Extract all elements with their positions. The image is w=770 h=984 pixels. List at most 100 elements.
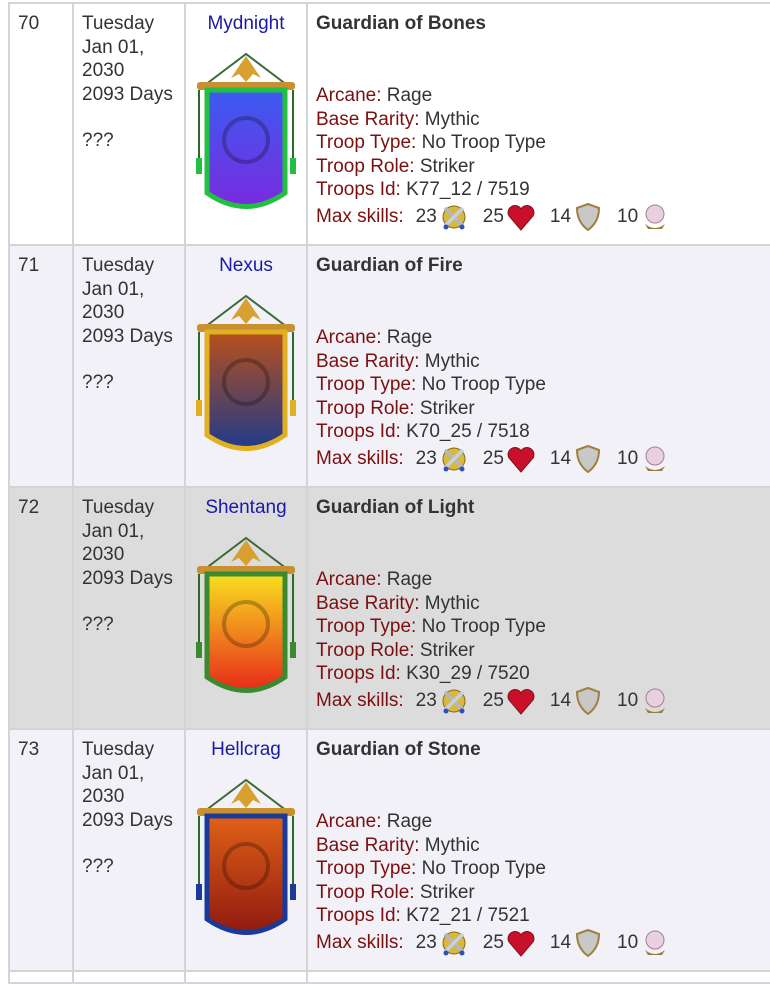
armor-shield-icon (573, 686, 603, 716)
date: Jan 01, (82, 762, 145, 784)
days-until: 2093 Days (82, 809, 173, 831)
kingdom-link[interactable]: Shentang (205, 497, 287, 518)
troop-name[interactable]: Guardian of Fire (316, 255, 463, 276)
max-skills: Max skills: 23 25 14 10 (316, 202, 768, 232)
base-rarity-label: Base Rarity: (316, 108, 420, 130)
arcane-value: Rage (386, 569, 433, 590)
base-rarity-value: Mythic (424, 108, 480, 130)
max-skills-label: Max skills: (316, 689, 404, 711)
weekday: Tuesday (82, 255, 155, 276)
troop-name[interactable]: Guardian of Stone (316, 739, 481, 760)
arcane-value: Rage (386, 811, 433, 832)
troop-role-label: Troop Role: (316, 639, 415, 661)
troop-role-value: Striker (419, 639, 475, 661)
skill-value: 23 (415, 689, 437, 711)
troop-banner-image[interactable] (191, 532, 301, 702)
year: 2030 (82, 786, 125, 807)
troop-banner-image[interactable] (191, 290, 301, 460)
skill-value: 14 (549, 689, 572, 711)
row-number: 73 (8, 728, 74, 972)
troop-details-cell: Guardian of Light Arcane: Rage Base Rari… (306, 486, 770, 730)
weekday: Tuesday (82, 497, 155, 518)
arcane-value: Rage (386, 327, 433, 348)
row-number: 71 (8, 244, 74, 488)
base-rarity-value: Mythic (424, 834, 480, 856)
troop-banner-image[interactable] (191, 774, 301, 944)
row-number: 70 (8, 2, 74, 246)
troops-id-label: Troops Id: (316, 179, 401, 200)
arcane-value: Rage (386, 85, 433, 106)
troop-banner-image[interactable] (191, 48, 301, 218)
troop-type-value: No Troop Type (421, 858, 546, 879)
skill-value: 10 (617, 205, 639, 227)
days-until: 2093 Days (82, 567, 173, 589)
magic-orb-icon (640, 444, 670, 474)
troop-details-cell: Guardian of Stone Arcane: Rage Base Rari… (306, 728, 770, 972)
troops-id-label: Troops Id: (316, 663, 401, 684)
arcane-label: Arcane: (316, 85, 382, 106)
attack-swords-icon (439, 444, 469, 474)
troop-type-label: Troop Type: (316, 374, 417, 395)
life-heart-icon (506, 928, 536, 958)
troops-id-value: K70_25 / 7518 (406, 421, 530, 442)
troop-type-label: Troop Type: (316, 132, 417, 153)
unknown-value: ??? (82, 130, 114, 151)
date: Jan 01, (82, 278, 145, 300)
release-date-cell: Tuesday Jan 01, 2030 2093 Days ??? (72, 2, 186, 246)
base-rarity-value: Mythic (424, 592, 480, 614)
troop-role-label: Troop Role: (316, 155, 415, 177)
troop-type-label: Troop Type: (316, 616, 417, 637)
arcane-label: Arcane: (316, 327, 382, 348)
kingdom-link[interactable]: Nexus (219, 255, 273, 276)
days-until: 2093 Days (82, 83, 173, 105)
max-skills: Max skills: 23 25 14 10 (316, 928, 768, 958)
life-heart-icon (506, 202, 536, 232)
troops-table: 70 Tuesday Jan 01, 2030 2093 Days ??? My… (8, 2, 770, 984)
table-row: 73 Tuesday Jan 01, 2030 2093 Days ??? He… (8, 728, 770, 972)
troops-id-label: Troops Id: (316, 905, 401, 926)
troop-name[interactable]: Guardian of Bones (316, 13, 486, 34)
unknown-value: ??? (82, 372, 114, 393)
kingdom-cell: Mydnight (184, 2, 308, 246)
release-date-cell: Tuesday Jan 01, 2030 2093 Days ??? (72, 244, 186, 488)
max-skills-label: Max skills: (316, 931, 404, 953)
kingdom-cell: Hellcrag (184, 728, 308, 972)
attack-swords-icon (439, 202, 469, 232)
troop-type-value: No Troop Type (421, 374, 546, 395)
base-rarity-label: Base Rarity: (316, 350, 420, 372)
magic-orb-icon (640, 928, 670, 958)
unknown-value: ??? (82, 614, 114, 635)
troop-details-cell: Guardian of Bones Arcane: Rage Base Rari… (306, 2, 770, 246)
unknown-value: ??? (82, 856, 114, 877)
year: 2030 (82, 60, 125, 81)
troop-role-label: Troop Role: (316, 881, 415, 903)
troop-type-value: No Troop Type (421, 616, 546, 637)
days-until: 2093 Days (82, 325, 173, 347)
year: 2030 (82, 544, 125, 565)
table-row: 70 Tuesday Jan 01, 2030 2093 Days ??? My… (8, 2, 770, 246)
kingdom-link[interactable]: Hellcrag (211, 739, 281, 760)
release-date-cell: Tuesday Jan 01, 2030 2093 Days ??? (72, 486, 186, 730)
troops-id-value: K77_12 / 7519 (406, 179, 530, 200)
max-skills: Max skills: 23 25 14 10 (316, 444, 768, 474)
weekday: Tuesday (82, 13, 155, 34)
kingdom-cell: Shentang (184, 486, 308, 730)
date: Jan 01, (82, 520, 145, 542)
troop-role-value: Striker (419, 155, 475, 177)
arcane-label: Arcane: (316, 569, 382, 590)
troop-role-value: Striker (419, 397, 475, 419)
skill-value: 23 (415, 205, 437, 227)
weekday: Tuesday (82, 739, 155, 760)
troop-name[interactable]: Guardian of Light (316, 497, 475, 518)
kingdom-cell: Nexus (184, 244, 308, 488)
skill-value: 10 (617, 931, 639, 953)
attack-swords-icon (439, 928, 469, 958)
base-rarity-label: Base Rarity: (316, 834, 420, 856)
skill-value: 10 (617, 689, 639, 711)
life-heart-icon (506, 686, 536, 716)
skill-value: 23 (415, 931, 437, 953)
troop-role-value: Striker (419, 881, 475, 903)
kingdom-link[interactable]: Mydnight (207, 13, 285, 34)
troops-id-value: K30_29 / 7520 (406, 663, 530, 684)
attack-swords-icon (439, 686, 469, 716)
